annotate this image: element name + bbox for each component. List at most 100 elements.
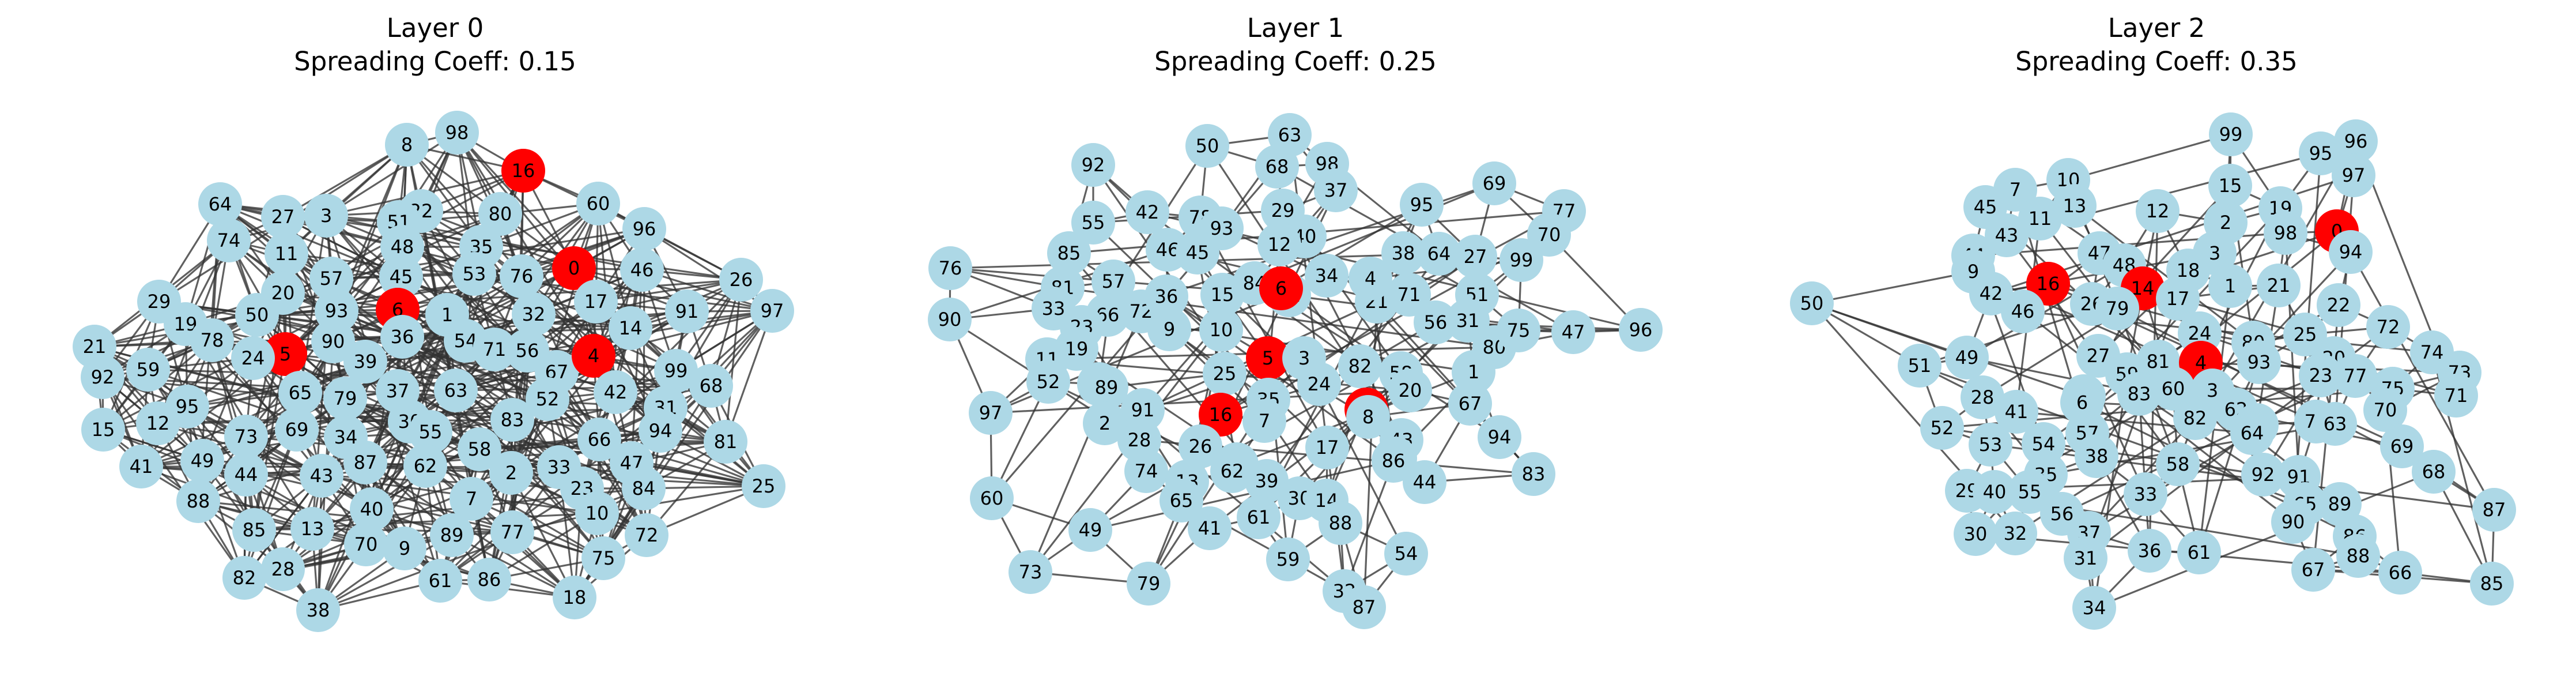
node-circle <box>1478 415 1521 459</box>
graph-node: 38 <box>1381 231 1425 275</box>
graph-node: 72 <box>625 513 668 557</box>
graph-node: 52 <box>526 377 569 421</box>
node-label: 83 <box>1522 463 1546 485</box>
node-label: 33 <box>2134 483 2158 505</box>
graph-node: 65 <box>1159 479 1203 522</box>
graph-edge <box>724 279 742 442</box>
graph-node: 36 <box>380 315 424 359</box>
graph-node: 84 <box>622 467 666 510</box>
node-circle <box>2299 354 2343 397</box>
node-circle <box>1995 390 2038 434</box>
node-label: 69 <box>285 419 309 441</box>
node-circle <box>1085 366 1128 409</box>
node-circle <box>383 527 426 570</box>
graph-node: 32 <box>1993 512 2037 555</box>
graph-node: 26 <box>1179 424 1222 468</box>
seed-node-circle <box>263 332 307 376</box>
node-circle <box>2156 442 2200 486</box>
panel-title-line1: Layer 0 <box>387 13 484 43</box>
node-label: 55 <box>1082 212 1105 234</box>
node-circle <box>2283 313 2327 356</box>
node-label: 16 <box>512 160 535 182</box>
graph-node: 5 <box>1246 336 1290 380</box>
node-label: 13 <box>301 518 324 540</box>
node-circle <box>2378 551 2422 595</box>
node-label: 23 <box>2309 364 2333 386</box>
graph-edge <box>520 275 727 443</box>
node-circle <box>750 289 794 333</box>
node-circle <box>2053 184 2097 228</box>
graph-node: 92 <box>1071 143 1115 187</box>
node-label: 69 <box>1483 172 1506 194</box>
node-circle <box>1512 452 1555 496</box>
node-label: 87 <box>354 452 377 473</box>
graph-node: 98 <box>2264 211 2307 255</box>
node-circle <box>2317 283 2360 327</box>
graph-edge <box>1318 384 1407 554</box>
graph-edge <box>2068 133 2231 181</box>
graph-node: 77 <box>2333 354 2377 398</box>
graph-node: 7 <box>1242 399 1286 443</box>
node-circle <box>2209 112 2253 156</box>
node-circle <box>1349 257 1392 300</box>
node-circle <box>224 415 268 458</box>
node-label: 50 <box>245 304 269 326</box>
graph-node: 39 <box>343 340 387 384</box>
node-label: 56 <box>1424 311 1448 333</box>
node-label: 27 <box>2087 345 2110 367</box>
graph-node: 68 <box>1255 145 1299 189</box>
node-label: 32 <box>2004 522 2027 544</box>
node-label: 85 <box>2480 573 2504 595</box>
graph-node: 89 <box>430 513 474 557</box>
node-label: 74 <box>217 230 241 251</box>
node-circle <box>418 559 462 603</box>
graph-node: 68 <box>689 364 733 408</box>
node-circle <box>2064 536 2107 580</box>
node-label: 13 <box>2063 195 2087 217</box>
graph-node: 71 <box>473 328 516 371</box>
graph-node: 93 <box>2237 340 2281 384</box>
node-circle <box>2208 264 2252 308</box>
node-circle <box>1245 459 1289 503</box>
node-label: 41 <box>2005 401 2029 423</box>
node-circle <box>2136 189 2180 233</box>
graph-node: 10 <box>1199 308 1243 352</box>
node-circle <box>1125 190 1169 234</box>
node-circle <box>344 522 388 566</box>
graph-node: 85 <box>2470 562 2514 606</box>
node-circle <box>2363 388 2407 432</box>
graph-node: 99 <box>2209 112 2253 156</box>
graph-node: 90 <box>2271 500 2315 544</box>
graph-node: 25 <box>742 464 785 508</box>
graph-node: 6 <box>1259 266 1303 310</box>
graph-node: 75 <box>1497 309 1540 352</box>
node-label: 26 <box>730 269 753 291</box>
graph-node: 8 <box>1346 395 1390 439</box>
graph-node: 32 <box>512 292 556 336</box>
node-label: 1 <box>441 304 453 326</box>
graph-edge <box>326 131 458 217</box>
node-label: 68 <box>700 375 723 397</box>
graph-edge <box>1966 264 2125 359</box>
graph-edge <box>1281 204 1422 289</box>
graph-node: 64 <box>198 182 242 226</box>
graph-node: 41 <box>119 445 163 488</box>
graph-node: 53 <box>1969 423 2012 467</box>
graph-node: 56 <box>1414 300 1457 344</box>
node-circle <box>1497 309 1540 352</box>
graph-node: 47 <box>1551 310 1595 354</box>
graph-edge <box>211 339 323 477</box>
node-label: 17 <box>1316 437 1339 458</box>
node-label: 99 <box>664 360 688 382</box>
node-circle <box>379 255 423 299</box>
seed-node-circle <box>572 334 615 378</box>
node-label: 79 <box>334 388 357 409</box>
node-circle <box>435 111 479 155</box>
graph-edge <box>141 465 313 530</box>
graph-node: 53 <box>452 252 496 296</box>
graph-node: 69 <box>275 408 319 452</box>
seed-node-circle <box>1199 393 1242 437</box>
node-label: 68 <box>2422 461 2446 483</box>
node-label: 53 <box>463 263 486 285</box>
node-circle <box>380 315 424 359</box>
